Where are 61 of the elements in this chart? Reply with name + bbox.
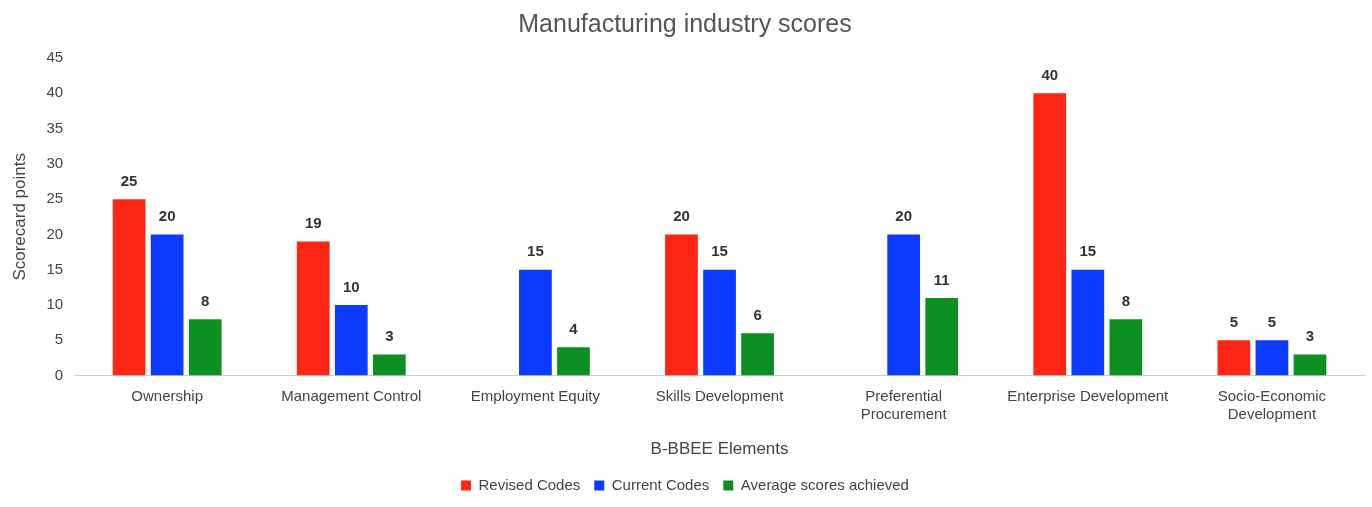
y-axis-title: Scorecard points — [9, 153, 29, 281]
y-tick-label: 30 — [46, 154, 64, 172]
bar — [703, 269, 736, 376]
data-label: 15 — [1079, 242, 1097, 260]
x-tick-label: Socio-Economic Development — [1217, 386, 1327, 422]
data-label: 8 — [1121, 291, 1131, 309]
y-tick-label: 40 — [46, 83, 64, 101]
data-label: 11 — [933, 270, 950, 288]
x-tick-label: Employment Equity — [470, 386, 601, 404]
legend-label: Revised Codes — [478, 475, 581, 493]
data-label: 15 — [527, 242, 544, 260]
legend-label: Average scores achieved — [740, 475, 909, 493]
y-tick-label: 45 — [46, 48, 64, 66]
data-label: 5 — [1267, 312, 1277, 330]
bar — [372, 354, 406, 376]
bar — [1217, 340, 1251, 376]
x-tick-label: Enterprise Development — [1007, 386, 1170, 404]
bar — [557, 347, 590, 376]
y-tick-label: 0 — [54, 365, 64, 383]
bar — [334, 305, 368, 376]
y-tick-label: 25 — [46, 189, 64, 207]
bar — [112, 199, 146, 376]
bar — [887, 234, 921, 376]
data-label: 20 — [158, 207, 176, 225]
data-label: 15 — [711, 242, 728, 260]
bar — [296, 241, 330, 376]
bar — [1293, 354, 1327, 376]
bar — [188, 319, 222, 376]
bar — [519, 269, 552, 376]
data-label: 5 — [1229, 312, 1239, 330]
bar — [1033, 93, 1067, 376]
data-label: 3 — [1305, 327, 1315, 345]
x-axis-title: B-BBEE Elements — [650, 439, 789, 459]
chart-title: Manufacturing industry scores — [518, 8, 852, 37]
x-tick-label: Preferential Procurement — [860, 386, 948, 422]
y-tick-label: 20 — [46, 224, 64, 242]
bar — [665, 234, 698, 376]
data-label: 25 — [120, 171, 138, 189]
data-label: 10 — [342, 277, 360, 295]
data-label: 20 — [895, 207, 913, 225]
data-label: 19 — [304, 214, 322, 232]
x-tick-label: Management Control — [281, 386, 422, 404]
bar — [925, 297, 959, 376]
bar — [150, 234, 184, 376]
y-tick-label: 15 — [46, 259, 64, 277]
data-label: 40 — [1041, 65, 1059, 83]
bar — [1109, 319, 1143, 376]
x-tick-label: Ownership — [131, 386, 203, 404]
bar — [1071, 269, 1105, 376]
y-tick-label: 10 — [46, 295, 64, 313]
y-tick-label: 5 — [54, 330, 64, 348]
bar — [1255, 340, 1289, 376]
data-label: 20 — [673, 207, 690, 225]
legend-label: Current Codes — [611, 475, 710, 493]
x-tick-label: Skills Development — [655, 386, 785, 404]
y-tick-label: 35 — [46, 118, 64, 136]
data-label: 6 — [753, 305, 762, 323]
data-label: 4 — [569, 320, 579, 338]
data-label: 3 — [385, 327, 394, 345]
bar — [741, 333, 774, 376]
data-label: 8 — [201, 291, 210, 309]
